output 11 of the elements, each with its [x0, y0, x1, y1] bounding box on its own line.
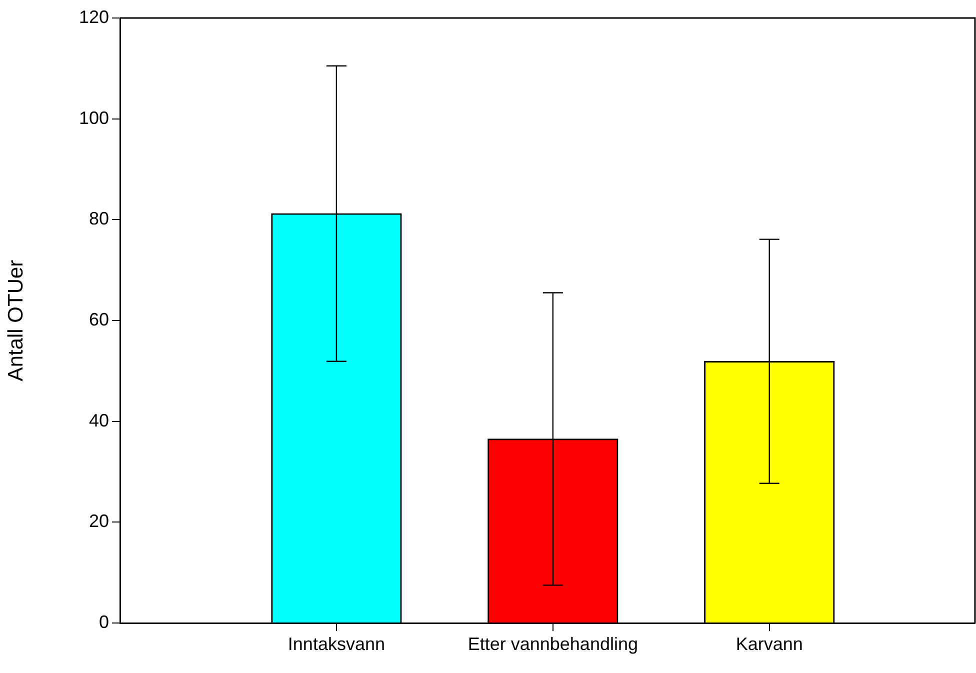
x-tick-label: Karvann	[736, 634, 803, 654]
y-tick-label: 100	[78, 108, 109, 128]
y-tick-label: 20	[88, 511, 109, 532]
y-axis-title: Antall OTUer	[4, 260, 28, 382]
y-tick-label: 40	[88, 410, 109, 430]
y-tick-label: 80	[88, 208, 109, 229]
x-tick-label: Inntaksvann	[288, 634, 385, 654]
y-tick-label: 60	[88, 309, 109, 330]
y-tick-label: 120	[78, 6, 109, 27]
y-tick-label: 0	[98, 612, 109, 632]
x-tick-label: Etter vannbehandling	[468, 634, 638, 654]
